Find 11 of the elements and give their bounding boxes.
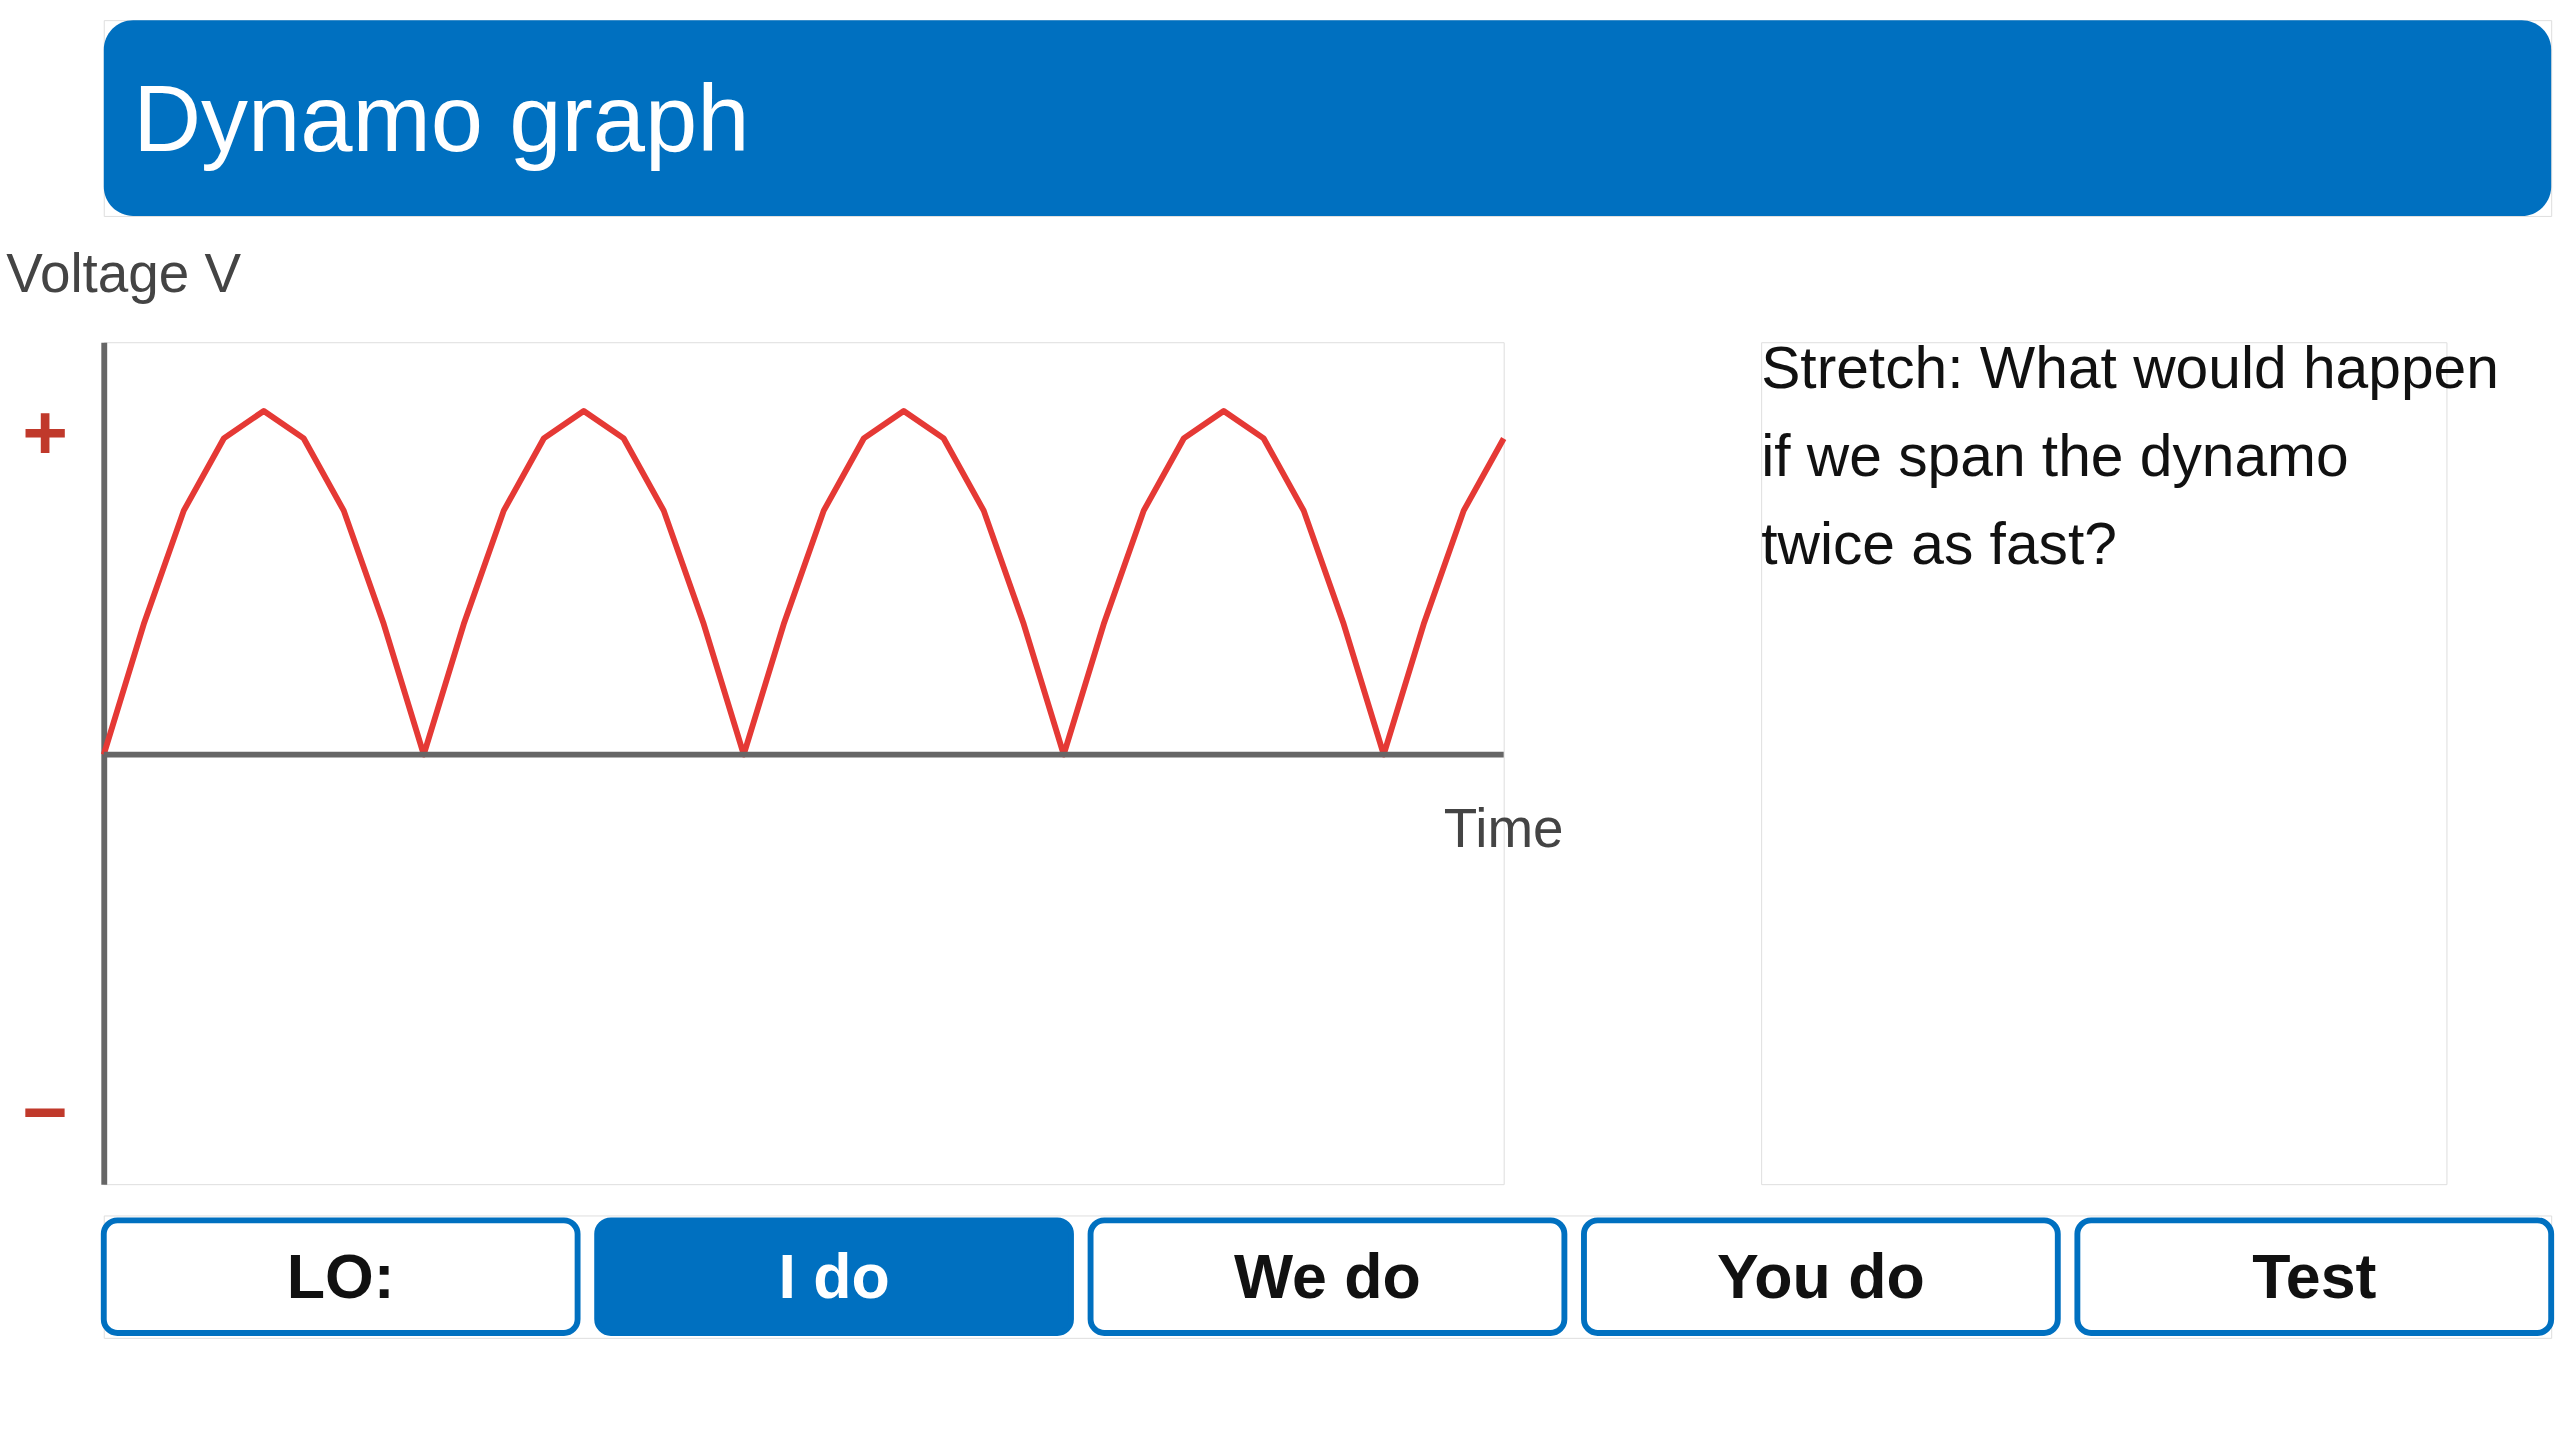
text: Stretch: What would happen if we span the dynamo twice as fast? — [1761, 335, 2499, 577]
y-axis-title: Voltage V — [6, 241, 242, 304]
x-axis-title: Time — [1443, 796, 1564, 859]
text: Test — [2252, 1240, 2377, 1311]
text: − — [22, 1068, 68, 1157]
chart-title: Dynamo graph — [133, 66, 750, 172]
text: LO: — [286, 1240, 395, 1311]
text: We do — [1234, 1240, 1421, 1311]
text: + — [22, 387, 68, 476]
text: I do — [778, 1240, 890, 1311]
text: You do — [1717, 1240, 1925, 1311]
